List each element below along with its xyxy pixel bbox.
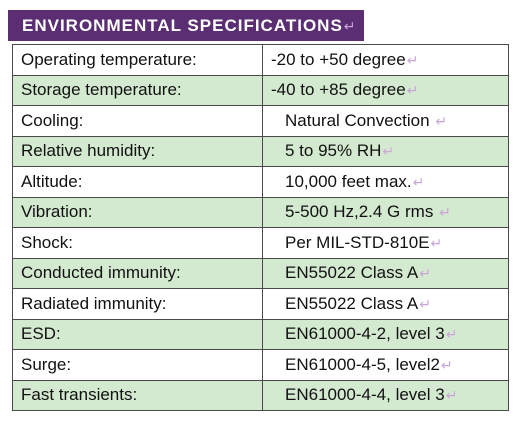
table-row: Shock: Per MIL-STD-810E↵ (12, 227, 509, 259)
spec-label: ESD: (12, 318, 263, 350)
spec-value-text: EN55022 Class A (285, 293, 419, 313)
paragraph-mark-icon: ↵ (382, 143, 395, 160)
paragraph-mark-icon: ↵ (406, 82, 419, 99)
spec-value-text: EN61000-4-4, level 3 (285, 385, 445, 405)
spec-value: EN55022 Class A↵ (262, 288, 509, 320)
spec-value: 5 to 95% RH↵ (262, 135, 509, 167)
table-row: Relative humidity: 5 to 95% RH↵ (12, 135, 509, 167)
spec-value: -40 to +85 degree↵ (262, 74, 509, 106)
spec-value-text: Per MIL-STD-810E (285, 232, 430, 252)
spec-value-text: EN61000-4-2, level 3 (285, 324, 445, 344)
spec-value: Per MIL-STD-810E↵ (262, 227, 509, 259)
spec-label: Shock: (12, 227, 263, 259)
spec-label: Conducted immunity: (12, 257, 263, 289)
spec-value: EN61000-4-5, level2↵ (262, 349, 509, 381)
spec-label: Storage temperature: (12, 74, 263, 106)
table-row: ESD: EN61000-4-2, level 3↵ (12, 318, 509, 350)
spec-value-text: EN61000-4-5, level2 (285, 354, 440, 374)
spec-label: Operating temperature: (12, 44, 263, 76)
spec-value-text: 5-500 Hz,2.4 G rms (285, 202, 439, 222)
paragraph-mark-icon: ↵ (412, 173, 425, 190)
paragraph-mark-icon: ↵ (435, 112, 448, 129)
paragraph-mark-icon: ↵ (445, 326, 458, 343)
spec-value: -20 to +50 degree↵ (262, 44, 509, 76)
table-row: Cooling: Natural Convection ↵ (12, 105, 509, 137)
spec-value: EN61000-4-2, level 3↵ (262, 318, 509, 350)
paragraph-mark-icon: ↵ (439, 204, 451, 221)
spec-value-text: -20 to +50 degree (271, 49, 406, 69)
table-row: Fast transients: EN61000-4-4, level 3↵ (12, 379, 509, 411)
table-row: Operating temperature: -20 to +50 degree… (12, 44, 509, 76)
spec-value-text: -40 to +85 degree (271, 80, 406, 100)
spec-label: Radiated immunity: (12, 288, 263, 320)
paragraph-mark-icon: ↵ (419, 295, 431, 312)
spec-label: Fast transients: (12, 379, 263, 411)
spec-value: Natural Convection ↵ (262, 105, 509, 137)
spec-value-text: 5 to 95% RH (285, 141, 382, 161)
table-row: Conducted immunity: EN55022 Class A↵ (12, 257, 509, 289)
table-row: Storage temperature: -40 to +85 degree↵ (12, 74, 509, 106)
section-header: ENVIRONMENTAL SPECIFICATIONS↵ (8, 10, 364, 41)
paragraph-mark-icon: ↵ (419, 265, 431, 282)
paragraph-mark-icon: ↵ (440, 356, 453, 373)
section-title: ENVIRONMENTAL SPECIFICATIONS (22, 16, 343, 35)
paragraph-mark-icon: ↵ (430, 234, 443, 251)
spec-value: EN61000-4-4, level 3↵ (262, 379, 509, 411)
spec-label: Cooling: (12, 105, 263, 137)
spec-value: EN55022 Class A↵ (262, 257, 509, 289)
table-row: Surge: EN61000-4-5, level2↵ (12, 349, 509, 381)
spec-value: 5-500 Hz,2.4 G rms ↵ (262, 196, 509, 228)
paragraph-mark-icon: ↵ (343, 18, 357, 34)
table-row: Altitude: 10,000 feet max.↵ (12, 166, 509, 198)
table-row: Radiated immunity: EN55022 Class A↵ (12, 288, 509, 320)
paragraph-mark-icon: ↵ (445, 387, 458, 404)
spec-label: Altitude: (12, 166, 263, 198)
spec-value-text: 10,000 feet max. (285, 171, 412, 191)
spec-label: Relative humidity: (12, 135, 263, 167)
spec-value: 10,000 feet max.↵ (262, 166, 509, 198)
specifications-table: Operating temperature: -20 to +50 degree… (12, 44, 509, 411)
spec-value-text: Natural Convection (285, 110, 435, 130)
table-row: Vibration: 5-500 Hz,2.4 G rms ↵ (12, 196, 509, 228)
spec-value-text: EN55022 Class A (285, 263, 419, 283)
spec-label: Vibration: (12, 196, 263, 228)
paragraph-mark-icon: ↵ (406, 51, 419, 68)
spec-label: Surge: (12, 349, 263, 381)
